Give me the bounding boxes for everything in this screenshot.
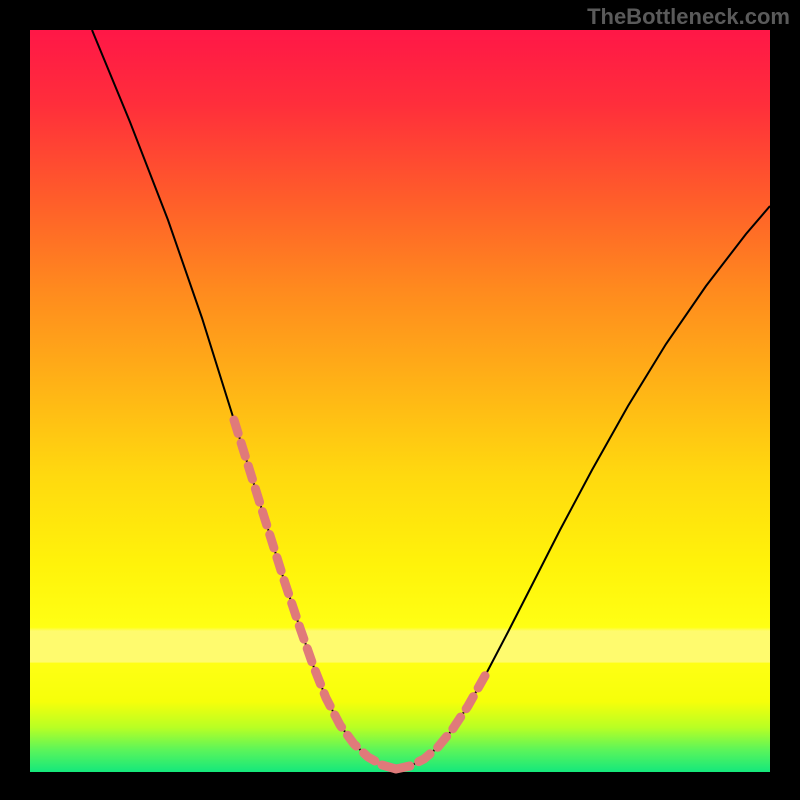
bottleneck-chart-svg bbox=[0, 0, 800, 800]
plot-area bbox=[30, 30, 770, 772]
chart-container: { "canvas": { "width": 800, "height": 80… bbox=[0, 0, 800, 800]
watermark-text: TheBottleneck.com bbox=[587, 4, 790, 30]
fatigue-segment bbox=[382, 765, 410, 769]
gradient-background bbox=[30, 30, 770, 772]
